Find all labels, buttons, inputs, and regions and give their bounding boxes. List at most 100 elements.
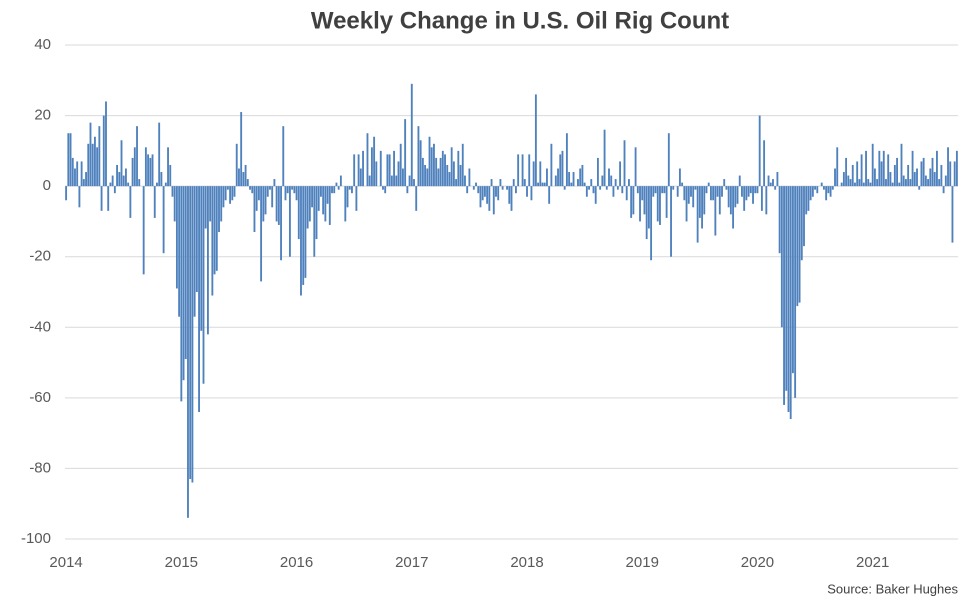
bar bbox=[712, 186, 715, 201]
bar bbox=[180, 186, 183, 402]
bar bbox=[382, 186, 384, 190]
bar bbox=[800, 186, 803, 261]
x-tick-label: 2017 bbox=[395, 554, 428, 571]
bar bbox=[379, 150, 382, 187]
bar bbox=[419, 140, 422, 187]
bar bbox=[632, 186, 635, 215]
bar bbox=[233, 186, 236, 197]
bar bbox=[909, 179, 912, 187]
bar bbox=[807, 186, 810, 211]
bar bbox=[920, 161, 923, 187]
bar bbox=[109, 182, 112, 187]
bar bbox=[125, 168, 127, 187]
y-tick-label: -80 bbox=[29, 459, 51, 476]
bar bbox=[687, 186, 690, 204]
bar bbox=[659, 186, 661, 225]
bar bbox=[856, 161, 859, 187]
bar bbox=[515, 186, 517, 194]
bar bbox=[213, 186, 216, 275]
bar bbox=[865, 150, 867, 187]
bar bbox=[554, 175, 557, 187]
bar bbox=[91, 143, 94, 187]
bar bbox=[776, 172, 779, 187]
bar bbox=[796, 186, 799, 307]
bar bbox=[229, 186, 232, 204]
bar bbox=[328, 186, 331, 225]
bar bbox=[113, 186, 116, 194]
chart-title: Weekly Change in U.S. Oil Rig Count bbox=[311, 7, 729, 34]
bar bbox=[754, 186, 757, 194]
bar bbox=[709, 186, 712, 201]
bar bbox=[610, 175, 613, 187]
bar bbox=[829, 186, 832, 197]
bar bbox=[949, 161, 952, 187]
bar bbox=[362, 150, 364, 187]
bar bbox=[891, 182, 894, 187]
x-tick-label: 2016 bbox=[280, 554, 313, 571]
bar bbox=[734, 186, 737, 208]
bar bbox=[512, 179, 515, 187]
bar bbox=[889, 172, 892, 187]
bar bbox=[924, 175, 927, 187]
bar bbox=[805, 186, 808, 215]
bar bbox=[723, 179, 726, 187]
bar bbox=[588, 186, 590, 190]
bar bbox=[348, 186, 351, 190]
bar bbox=[625, 186, 628, 201]
bar bbox=[218, 186, 220, 233]
bar bbox=[226, 186, 229, 190]
bar bbox=[541, 182, 544, 187]
bar bbox=[577, 179, 579, 187]
bar bbox=[583, 182, 586, 187]
bar bbox=[563, 186, 566, 190]
bar bbox=[260, 186, 263, 282]
bar bbox=[401, 168, 404, 187]
bar bbox=[694, 186, 697, 190]
bar bbox=[138, 179, 141, 187]
bar bbox=[510, 186, 513, 211]
bar bbox=[729, 186, 732, 215]
bar bbox=[293, 186, 296, 194]
bar bbox=[67, 133, 70, 187]
bar bbox=[873, 168, 876, 187]
bar bbox=[736, 186, 739, 204]
bar bbox=[353, 154, 356, 187]
bar bbox=[947, 147, 949, 187]
bar bbox=[922, 157, 925, 187]
bar bbox=[308, 186, 311, 222]
bar bbox=[696, 186, 699, 243]
bar bbox=[477, 186, 480, 194]
bar bbox=[568, 172, 571, 187]
bar bbox=[882, 150, 885, 187]
x-tick-label: 2019 bbox=[626, 554, 659, 571]
bar bbox=[441, 150, 444, 187]
x-tick-label: 2018 bbox=[510, 554, 543, 571]
y-tick-label: 20 bbox=[34, 107, 51, 124]
bar bbox=[136, 126, 138, 187]
bar bbox=[585, 186, 588, 197]
bar bbox=[428, 136, 431, 187]
bar bbox=[683, 186, 686, 201]
bar bbox=[878, 150, 881, 187]
bar bbox=[749, 186, 752, 194]
bar bbox=[406, 186, 409, 194]
bar bbox=[703, 186, 706, 215]
bar bbox=[306, 186, 309, 229]
bar bbox=[570, 182, 573, 187]
bar bbox=[904, 179, 907, 187]
bar bbox=[769, 182, 772, 187]
bar bbox=[87, 143, 90, 187]
bar bbox=[410, 83, 413, 187]
bar bbox=[162, 186, 165, 254]
bar bbox=[273, 179, 276, 187]
bar bbox=[767, 175, 770, 187]
bar bbox=[333, 186, 336, 194]
bar bbox=[195, 186, 198, 292]
bar bbox=[918, 186, 921, 190]
bar bbox=[532, 161, 535, 187]
bar bbox=[375, 161, 378, 187]
bar bbox=[758, 115, 761, 187]
bar bbox=[814, 186, 817, 190]
bar bbox=[397, 161, 400, 187]
bar bbox=[461, 143, 464, 187]
